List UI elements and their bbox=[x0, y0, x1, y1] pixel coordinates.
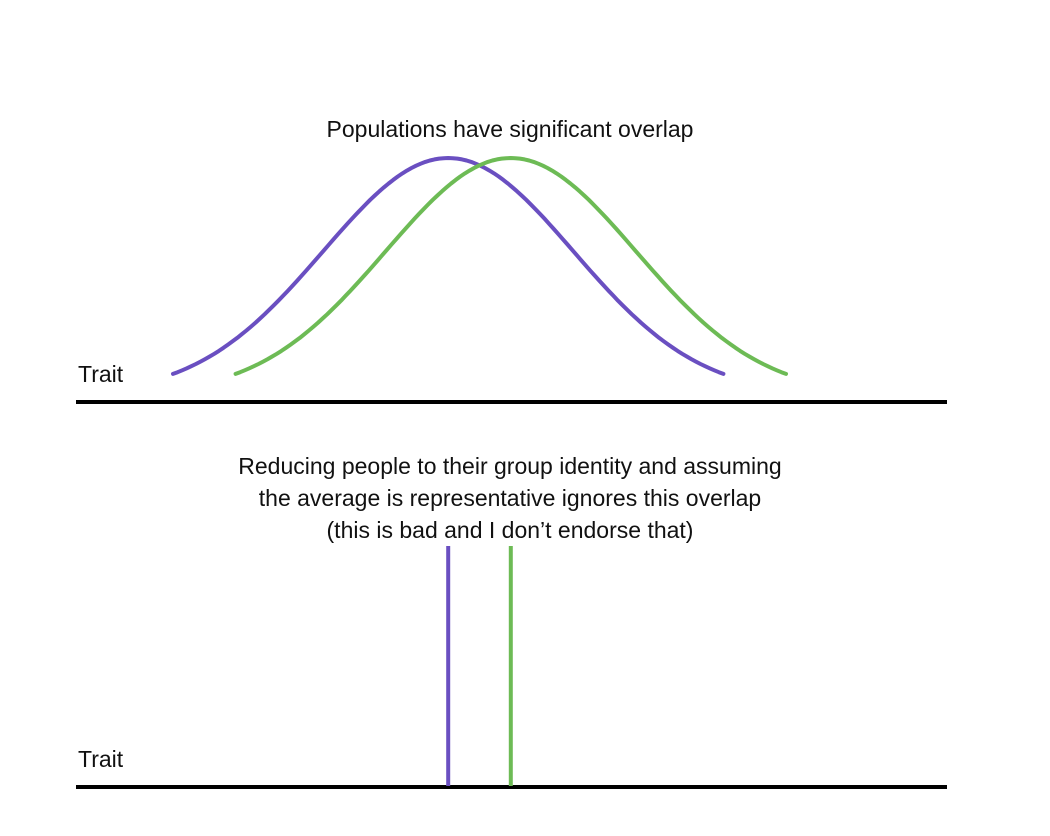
top-axis-label: Trait bbox=[78, 361, 124, 387]
bottom-caption-line-1: Reducing people to their group identity … bbox=[238, 453, 782, 479]
bottom-caption: Reducing people to their group identity … bbox=[0, 450, 1020, 546]
population-a-distribution-curve bbox=[171, 156, 726, 376]
top-caption: Populations have significant overlap bbox=[326, 116, 694, 142]
bottom-axis-label: Trait bbox=[78, 746, 124, 772]
population-b-distribution-curve bbox=[233, 156, 788, 376]
bottom-caption-line-3: (this is bad and I don’t endorse that) bbox=[326, 517, 694, 543]
bottom-caption-line-2: the average is representative ignores th… bbox=[258, 485, 762, 511]
